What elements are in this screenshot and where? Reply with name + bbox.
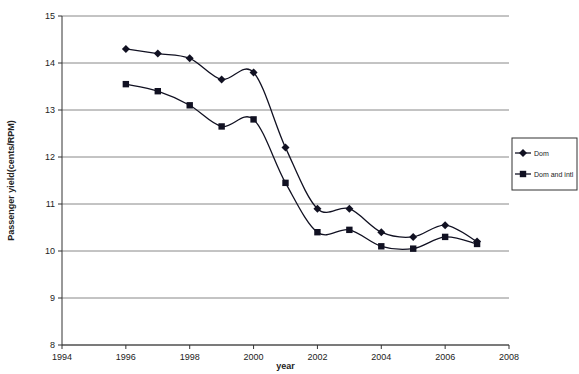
- x-tick: [253, 345, 254, 349]
- data-point: [345, 205, 353, 213]
- y-tick-label: 13: [45, 105, 55, 115]
- x-tick-label: 1996: [116, 352, 136, 362]
- y-tick: [58, 16, 62, 17]
- data-point: [218, 123, 224, 129]
- grid-line: [62, 204, 509, 205]
- y-axis: [62, 16, 63, 345]
- grid-line: [62, 63, 509, 64]
- grid-line: [62, 110, 509, 111]
- y-tick-label: 15: [45, 11, 55, 21]
- x-tick-label: 1998: [180, 352, 200, 362]
- plot-area: [122, 45, 481, 252]
- data-point: [441, 221, 449, 229]
- legend: Dom Dom and intl: [512, 138, 577, 190]
- data-point: [313, 205, 321, 213]
- data-point: [250, 68, 258, 76]
- data-point: [218, 75, 226, 83]
- data-point: [186, 54, 194, 62]
- y-axis-label: Passenger yield(cents/RPM): [6, 120, 16, 241]
- x-tick: [509, 345, 510, 349]
- data-point: [187, 102, 193, 108]
- x-tick: [62, 345, 63, 349]
- data-point: [409, 233, 417, 241]
- data-point: [377, 228, 385, 236]
- data-point: [282, 144, 290, 152]
- y-tick: [58, 251, 62, 252]
- legend-label: Dom: [534, 150, 549, 157]
- legend-box: [512, 138, 577, 190]
- y-tick-label: 9: [50, 293, 55, 303]
- y-tick: [58, 110, 62, 111]
- data-point: [154, 50, 162, 58]
- x-tick-label: 2006: [435, 352, 455, 362]
- x-axis: [62, 345, 509, 346]
- y-tick-label: 11: [46, 199, 55, 209]
- x-tick-label: 2008: [499, 352, 519, 362]
- x-tick: [445, 345, 446, 349]
- grid-line: [62, 298, 509, 299]
- y-tick: [58, 63, 62, 64]
- x-axis-label: year: [276, 361, 295, 371]
- data-point: [123, 81, 129, 87]
- legend-marker: [519, 149, 527, 157]
- y-tick: [58, 345, 62, 346]
- y-tick-label: 8: [50, 340, 55, 350]
- x-tick-label: 1994: [52, 352, 72, 362]
- y-tick-label: 14: [45, 58, 55, 68]
- x-tick: [317, 345, 318, 349]
- y-tick: [58, 298, 62, 299]
- data-point: [410, 245, 416, 251]
- legend-label: Dom and intl: [534, 171, 574, 178]
- y-tick-label: 10: [45, 246, 55, 256]
- x-tick: [125, 345, 126, 349]
- data-point: [282, 180, 288, 186]
- data-point: [122, 45, 130, 53]
- x-tick: [189, 345, 190, 349]
- y-tick-label: 12: [45, 152, 55, 162]
- data-point: [442, 234, 448, 240]
- background: [0, 0, 579, 374]
- y-tick: [58, 204, 62, 205]
- data-point: [155, 88, 161, 94]
- grid-line: [62, 16, 509, 17]
- grid-line: [62, 345, 509, 346]
- y-tick: [58, 157, 62, 158]
- data-point: [378, 243, 384, 249]
- x-tick-label: 2000: [244, 352, 264, 362]
- series-line: [126, 84, 477, 249]
- grid-line: [62, 157, 509, 158]
- data-point: [314, 229, 320, 235]
- data-point: [474, 241, 480, 247]
- chart: 8 9 10 11 12 13 14 15 1994 1996 1998 2000 2002 2004 20…: [0, 0, 579, 374]
- x-tick: [381, 345, 382, 349]
- data-point: [250, 116, 256, 122]
- x-tick-label: 2002: [307, 352, 327, 362]
- data-point: [346, 227, 352, 233]
- legend-marker: [520, 171, 526, 177]
- grid-line: [62, 251, 509, 252]
- x-tick-label: 2004: [371, 352, 391, 362]
